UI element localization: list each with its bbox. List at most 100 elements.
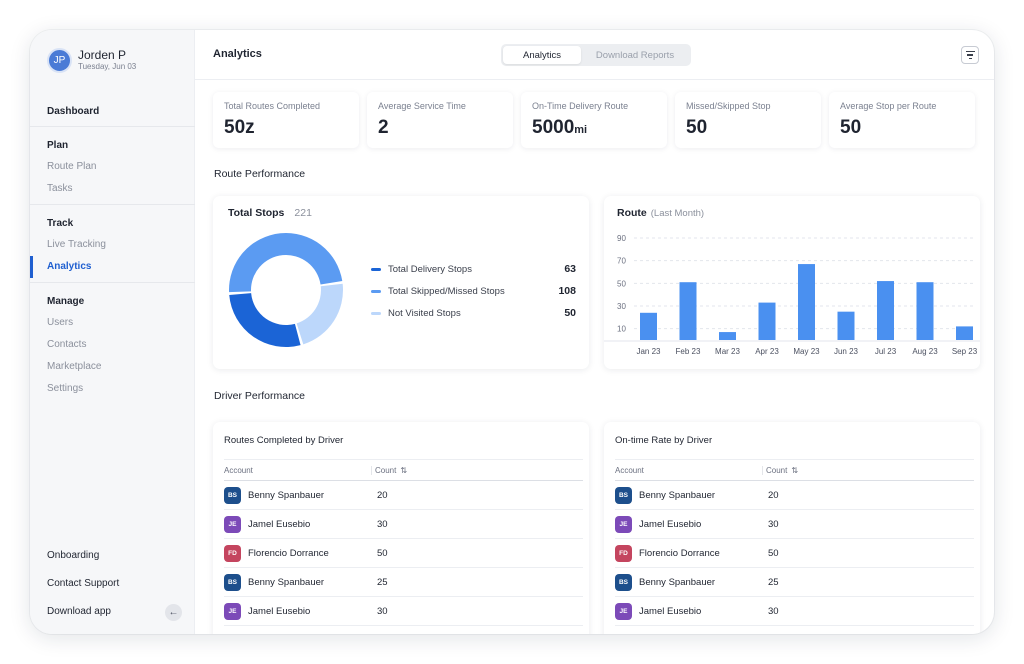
donut-chart: [229, 233, 343, 347]
sidebar-item-settings[interactable]: Settings: [47, 383, 84, 394]
stat-unit: mi: [574, 124, 588, 136]
donut-slice[interactable]: [296, 283, 343, 345]
stat-card-average-service-time: Average Service Time 2: [367, 92, 513, 148]
driver-count: 25: [768, 576, 779, 588]
driver-avatar: FD: [224, 544, 241, 562]
sort-icon[interactable]: ⇅: [791, 465, 799, 475]
legend-value: 50: [564, 307, 576, 319]
x-tick-label: Apr 23: [755, 347, 779, 356]
sidebar: JP Jorden P Tuesday, Jun 03 Dashboard Pl…: [30, 30, 195, 634]
legend-value: 108: [558, 285, 576, 297]
y-tick-label: 50: [617, 279, 626, 288]
sidebar-item-dashboard[interactable]: Dashboard: [47, 106, 100, 117]
sidebar-item-route-plan[interactable]: Route Plan: [47, 161, 97, 172]
stat-card-on-time-delivery: On-Time Delivery Route 5000mi: [521, 92, 667, 148]
sidebar-item-contact-support[interactable]: Contact Support: [47, 578, 120, 589]
driver-count: 30: [768, 605, 779, 617]
bar[interactable]: [956, 326, 973, 340]
bar-chart: 10 30 50 70 90 Jan 23 Feb 23 Mar 23 Apr 23 May 23…: [604, 234, 980, 356]
column-header-account[interactable]: Account: [615, 465, 763, 475]
sidebar-item-download-app[interactable]: Download app ←: [30, 598, 195, 626]
table-body: BS Benny Spanbauer 20 JE Jamel Eusebio 30 …: [615, 481, 974, 626]
bar[interactable]: [916, 282, 934, 340]
table-row[interactable]: FD Florencio Dorrance 50: [615, 539, 974, 568]
bar-chart-subtitle: (Last Month): [650, 208, 705, 219]
donut-slice[interactable]: [229, 233, 343, 293]
sidebar-item-tasks[interactable]: Tasks: [47, 183, 73, 194]
sidebar-item-contacts[interactable]: Contacts: [47, 339, 87, 350]
filter-icon[interactable]: [961, 46, 979, 64]
bar[interactable]: [877, 281, 894, 340]
y-tick-label: 90: [617, 234, 626, 243]
driver-avatar: JE: [615, 602, 632, 620]
tab-download-reports[interactable]: Download Reports: [595, 49, 675, 61]
driver-count: 25: [377, 576, 388, 588]
table-row[interactable]: JE Jamel Eusebio 30: [224, 510, 583, 539]
user-profile[interactable]: JP Jorden P Tuesday, Jun 03: [47, 48, 136, 73]
table-row[interactable]: JE Jamel Eusebio 30: [615, 597, 974, 626]
driver-name: Benny Spanbauer: [248, 576, 325, 588]
donut-legend: Total Delivery Stops 63 Total Skipped/Mi…: [371, 258, 576, 324]
download-app-label: Download app: [47, 606, 111, 617]
bar[interactable]: [679, 282, 697, 340]
table-row[interactable]: BS Benny Spanbauer 20: [615, 481, 974, 510]
stat-value: 50: [686, 117, 708, 138]
stat-card-missed-skipped: Missed/Skipped Stop 50: [675, 92, 821, 148]
x-tick-label: May 23: [793, 347, 820, 356]
view-tabs: Analytics Download Reports: [501, 44, 691, 66]
stat-label: Total Routes Completed: [224, 101, 321, 111]
x-tick-label: Aug 23: [912, 347, 938, 356]
sidebar-item-marketplace[interactable]: Marketplace: [47, 361, 102, 372]
y-tick-label: 10: [617, 325, 626, 334]
driver-avatar: JE: [224, 602, 241, 620]
table-title: On-time Rate by Driver: [615, 435, 713, 446]
bar[interactable]: [640, 312, 657, 340]
stat-value: 50z: [224, 117, 255, 138]
top-bar: Analytics Analytics Download Reports: [195, 30, 994, 80]
legend-item: Total Delivery Stops 63: [371, 258, 576, 280]
column-header-count[interactable]: Count ⇅: [763, 466, 798, 475]
table-row[interactable]: JE Jamel Eusebio 30: [224, 597, 583, 626]
user-name: Jorden P: [78, 48, 127, 62]
avatar[interactable]: JP: [47, 48, 72, 73]
driver-avatar: JE: [224, 515, 241, 533]
nav-group-track: Track: [47, 218, 74, 229]
arrow-left-icon[interactable]: ←: [165, 604, 182, 621]
driver-name: Benny Spanbauer: [248, 489, 325, 501]
table-row[interactable]: FD Florencio Dorrance 50: [224, 539, 583, 568]
bar[interactable]: [837, 311, 855, 340]
column-header-account[interactable]: Account: [224, 465, 372, 475]
sidebar-item-analytics[interactable]: Analytics: [30, 256, 195, 278]
bar[interactable]: [719, 332, 736, 340]
sidebar-item-users[interactable]: Users: [47, 317, 74, 328]
legend-swatch: [371, 289, 381, 293]
table-row[interactable]: BS Benny Spanbauer 20: [224, 481, 583, 510]
legend-label: Total Delivery Stops: [388, 263, 472, 275]
sidebar-item-onboarding[interactable]: Onboarding: [47, 550, 100, 561]
driver-avatar: BS: [224, 573, 241, 591]
donut-slice[interactable]: [229, 293, 301, 347]
column-header-count[interactable]: Count ⇅: [372, 466, 407, 475]
sort-icon[interactable]: ⇅: [400, 465, 408, 475]
legend-label: Total Skipped/Missed Stops: [388, 285, 505, 297]
donut-title: Total Stops: [228, 207, 285, 219]
table-row[interactable]: JE Jamel Eusebio 30: [615, 510, 974, 539]
table-row[interactable]: BS Benny Spanbauer 25: [224, 568, 583, 597]
tab-analytics[interactable]: Analytics: [503, 46, 581, 64]
stat-label: Average Stop per Route: [840, 101, 937, 111]
bar[interactable]: [758, 302, 776, 340]
page-title: Analytics: [213, 48, 262, 60]
driver-name: Benny Spanbauer: [639, 489, 716, 501]
driver-avatar: JE: [615, 515, 632, 533]
stat-label: Missed/Skipped Stop: [686, 101, 771, 111]
bar[interactable]: [798, 264, 815, 340]
section-title-route-performance: Route Performance: [214, 168, 306, 180]
driver-name: Jamel Eusebio: [639, 605, 702, 617]
sidebar-item-live-tracking[interactable]: Live Tracking: [47, 239, 106, 250]
driver-name: Florencio Dorrance: [248, 547, 329, 559]
driver-name: Jamel Eusebio: [248, 605, 311, 617]
table-row[interactable]: BS Benny Spanbauer 25: [615, 568, 974, 597]
routes-by-driver-table: Routes Completed by Driver Account Count…: [213, 422, 589, 634]
table-header: Account Count ⇅: [224, 459, 583, 481]
driver-count: 50: [768, 547, 779, 559]
